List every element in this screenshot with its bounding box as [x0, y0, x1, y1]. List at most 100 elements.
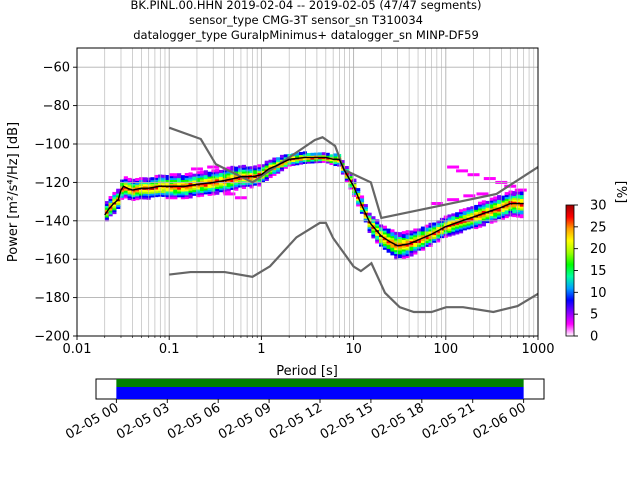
heatmap-cell	[314, 160, 319, 164]
heatmap-cell	[318, 152, 323, 156]
heatmap-cell	[203, 187, 208, 191]
heatmap-cell	[196, 184, 201, 188]
heatmap-cell	[401, 234, 406, 238]
heatmap-cell	[112, 193, 117, 197]
title-line-2: sensor_type CMG-3T sensor_sn T310034	[189, 13, 423, 27]
heatmap-cell	[135, 179, 140, 183]
heatmap-cell	[417, 232, 422, 236]
heatmap-cell	[474, 222, 479, 226]
heatmap-cell	[359, 195, 365, 199]
heatmap-cell	[478, 220, 483, 224]
heatmap-cell	[108, 199, 113, 203]
heatmap-cell	[481, 200, 486, 204]
heatmap-cell	[302, 160, 307, 164]
colorbar-tick-label: 10	[590, 286, 607, 301]
heatmap-cell	[295, 152, 300, 156]
heatmap-cell	[169, 186, 174, 190]
x-tick-label: 1000	[521, 342, 554, 357]
heatmap-cell	[352, 178, 357, 182]
heatmap-cell	[447, 198, 460, 202]
heatmap-cell	[245, 174, 250, 178]
heatmap-cell	[139, 177, 144, 181]
heatmap-cell	[489, 213, 494, 217]
heatmap-cell	[161, 188, 166, 192]
heatmap-cell	[405, 243, 410, 247]
heatmap-cell	[116, 204, 121, 208]
heatmap-cell	[264, 177, 269, 181]
heatmap-cell	[375, 227, 380, 231]
heatmap-cell	[291, 162, 296, 166]
heatmap-cell	[325, 154, 330, 158]
heatmap-cell	[382, 233, 387, 237]
heatmap-cell	[375, 238, 380, 242]
heatmap-cell	[417, 241, 422, 245]
heatmap-cell	[295, 162, 300, 166]
heatmap-cell	[241, 182, 246, 186]
heatmap-cell	[504, 199, 509, 203]
heatmap-cell	[276, 168, 281, 172]
heatmap-cell	[512, 194, 517, 198]
heatmap-cell	[474, 210, 479, 214]
heatmap-cell	[470, 206, 475, 210]
heatmap-cell	[223, 192, 236, 196]
heatmap-cell	[375, 223, 380, 227]
heatmap-cell	[173, 178, 178, 182]
heatmap-cell	[356, 203, 361, 207]
heatmap-cell	[432, 232, 437, 236]
heatmap-cell	[382, 241, 387, 245]
heatmap-cell	[154, 176, 159, 180]
heatmap-cell	[458, 216, 464, 220]
heatmap-cell	[371, 220, 376, 224]
heatmap-cell	[382, 244, 387, 248]
heatmap-cell	[436, 225, 441, 229]
heatmap-cell	[417, 239, 422, 243]
heatmap-cell	[123, 176, 128, 180]
heatmap-cell	[226, 183, 231, 187]
heatmap-cell	[241, 168, 246, 172]
heatmap-cell	[268, 165, 273, 169]
heatmap-cell	[123, 195, 128, 199]
heatmap-cell	[203, 176, 208, 180]
heatmap-cell	[142, 177, 147, 181]
heatmap-cell	[420, 232, 425, 236]
heatmap-cell	[466, 212, 471, 216]
heatmap-cell	[150, 177, 155, 181]
heatmap-cell	[241, 164, 246, 168]
heatmap-cell	[272, 172, 277, 176]
heatmap-cell	[177, 175, 182, 179]
heatmap-cell	[199, 184, 205, 188]
heatmap-cell	[119, 193, 125, 196]
heatmap-cell	[196, 188, 201, 192]
heatmap-cell	[451, 213, 456, 217]
timeline-tick-label: 02-05 03	[114, 400, 172, 442]
heatmap-cell	[230, 185, 235, 189]
heatmap-cell	[458, 209, 464, 213]
heatmap-cell	[420, 234, 425, 238]
heatmap-cell	[451, 228, 456, 232]
heatmap-cell	[295, 160, 300, 164]
heatmap-cell	[241, 170, 246, 174]
heatmap-cell	[142, 194, 147, 198]
heatmap-cell	[432, 230, 437, 234]
heatmap-cell	[188, 187, 193, 191]
heatmap-cell	[177, 186, 182, 190]
heatmap-cell	[108, 213, 113, 217]
heatmap-cell	[119, 189, 125, 193]
heatmap-cell	[104, 206, 109, 210]
heatmap-cell	[142, 192, 147, 196]
heatmap-cell	[139, 184, 144, 188]
heatmap-cell	[135, 181, 140, 185]
heatmap-cell	[356, 190, 361, 194]
heatmap-cell	[485, 214, 490, 218]
heatmap-cell	[184, 176, 189, 180]
heatmap-cell	[474, 220, 479, 224]
heatmap-cell	[199, 180, 205, 184]
heatmap-cell	[199, 170, 205, 174]
title-line-3: datalogger_type GuralpMinimus+ datalogge…	[133, 28, 479, 42]
heatmap-cell	[382, 229, 387, 233]
heatmap-cell	[455, 231, 460, 235]
heatmap-cell	[173, 182, 178, 186]
heatmap-cell	[386, 236, 391, 240]
heatmap-cell	[310, 158, 315, 162]
heatmap-cell	[207, 187, 212, 191]
